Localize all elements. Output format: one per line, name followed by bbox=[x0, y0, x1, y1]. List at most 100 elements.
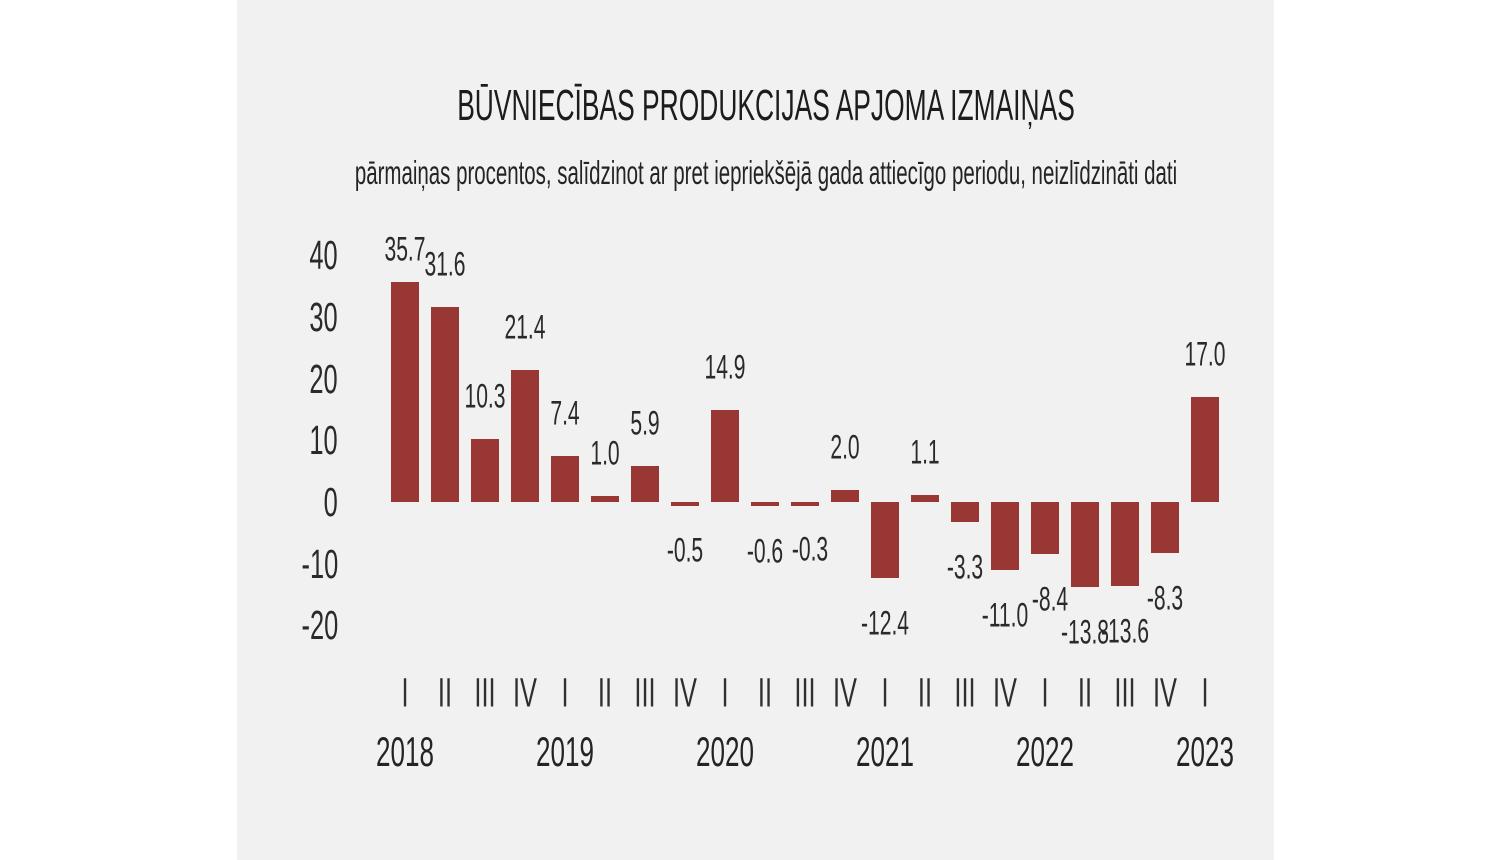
bar bbox=[1071, 502, 1099, 588]
x-axis-quarter-label: III bbox=[788, 670, 822, 717]
bar-value-label: 14.9 bbox=[692, 349, 758, 388]
y-axis-tick: -10 bbox=[258, 540, 338, 588]
chart-panel: BŪVNIECĪBAS PRODUKCIJAS APJOMA IZMAIŅAS … bbox=[237, 0, 1274, 860]
x-axis-quarter-label: I bbox=[879, 670, 890, 717]
bar-value-label: 5.9 bbox=[621, 404, 668, 443]
label-text: I bbox=[1041, 669, 1049, 716]
bar bbox=[671, 502, 699, 506]
label-text: 2021 bbox=[856, 728, 914, 775]
x-axis-quarter-label: III bbox=[468, 670, 502, 717]
x-axis-quarter-label: II bbox=[434, 670, 457, 717]
x-axis-quarter-label: III bbox=[628, 670, 662, 717]
label-text: II bbox=[437, 669, 453, 716]
bar bbox=[1111, 502, 1139, 586]
label-text: 5.9 bbox=[630, 404, 660, 443]
bar bbox=[1151, 502, 1179, 554]
label-text: 2018 bbox=[376, 728, 434, 775]
bar-value-label: -13.8 bbox=[1046, 614, 1124, 653]
label-text: -8.4 bbox=[1031, 580, 1069, 619]
label-text: IV bbox=[832, 669, 858, 716]
label-text: 1.0 bbox=[590, 434, 620, 473]
label-text: 40 bbox=[309, 232, 338, 279]
y-axis-tick: 40 bbox=[258, 231, 338, 279]
y-axis-tick: 10 bbox=[258, 416, 338, 464]
x-axis-quarter-label: III bbox=[948, 670, 982, 717]
x-axis-quarter-label: II bbox=[914, 670, 937, 717]
label-text: 10.3 bbox=[464, 377, 506, 416]
bar-value-label: 1.1 bbox=[901, 434, 948, 473]
x-axis-quarter-label: IV bbox=[986, 670, 1025, 717]
bar-value-label: 1.0 bbox=[581, 434, 628, 473]
label-text: 35.7 bbox=[384, 230, 426, 269]
label-text: III bbox=[634, 669, 656, 716]
bar bbox=[471, 438, 499, 502]
bar bbox=[751, 502, 779, 506]
label-text: -3.3 bbox=[946, 548, 984, 587]
x-axis-quarter-label: II bbox=[594, 670, 617, 717]
label-text: -20 bbox=[301, 602, 338, 649]
label-text: -13.6 bbox=[1100, 612, 1150, 651]
bar bbox=[511, 370, 539, 502]
label-text: 21.4 bbox=[504, 308, 546, 347]
y-axis-tick: 30 bbox=[258, 293, 338, 341]
x-axis-quarter-label: IV bbox=[506, 670, 545, 717]
bar-value-label: -8.3 bbox=[1136, 580, 1195, 619]
label-text: III bbox=[794, 669, 816, 716]
bar bbox=[1031, 502, 1059, 554]
bar-value-label: 21.4 bbox=[492, 309, 558, 348]
bar-value-label: -0.3 bbox=[781, 530, 840, 569]
label-text: I bbox=[881, 669, 889, 716]
y-axis-tick: 20 bbox=[258, 355, 338, 403]
x-axis-quarter-label: IV bbox=[826, 670, 865, 717]
x-axis-quarter-label: II bbox=[754, 670, 777, 717]
label-text: 20 bbox=[309, 355, 338, 402]
label-text: 2020 bbox=[696, 728, 754, 775]
x-axis-quarter-label: I bbox=[399, 670, 410, 717]
chart-subtitle: pārmaiņas procentos, salīdzinot ar pret … bbox=[103, 154, 1429, 192]
bar bbox=[911, 495, 939, 502]
bar-value-label: -0.6 bbox=[736, 532, 795, 571]
label-text: I bbox=[401, 669, 409, 716]
x-axis-year-label: 2020 bbox=[678, 728, 771, 776]
bar-value-label: 10.3 bbox=[452, 377, 518, 416]
label-text: II bbox=[1077, 669, 1093, 716]
bar-value-label: 7.4 bbox=[541, 395, 588, 434]
label-text: -11.0 bbox=[981, 596, 1029, 635]
x-axis-year-label: 2018 bbox=[358, 728, 451, 776]
x-axis-quarter-label: II bbox=[1074, 670, 1097, 717]
label-text: 30 bbox=[309, 294, 338, 341]
x-axis-quarter-label: I bbox=[559, 670, 570, 717]
x-axis-quarter-label: III bbox=[1108, 670, 1142, 717]
bar-value-label: 17.0 bbox=[1172, 336, 1238, 375]
label-text: -13.8 bbox=[1060, 613, 1110, 652]
label-text: II bbox=[757, 669, 773, 716]
label-text: III bbox=[1114, 669, 1136, 716]
label-text: -12.4 bbox=[860, 604, 910, 643]
label-text: 7.4 bbox=[550, 394, 580, 433]
bar bbox=[951, 502, 979, 523]
label-text: 17.0 bbox=[1184, 335, 1226, 374]
label-text: 14.9 bbox=[704, 348, 746, 387]
chart-subtitle-text: pārmaiņas procentos, salīdzinot ar pret … bbox=[354, 154, 1178, 191]
label-text: -0.6 bbox=[746, 532, 784, 571]
bar-value-label: -8.4 bbox=[1021, 580, 1080, 619]
label-text: IV bbox=[1152, 669, 1178, 716]
x-axis-year-label: 2023 bbox=[1158, 728, 1251, 776]
label-text: II bbox=[917, 669, 933, 716]
label-text: I bbox=[721, 669, 729, 716]
x-axis-quarter-label: IV bbox=[1146, 670, 1185, 717]
label-text: IV bbox=[672, 669, 698, 716]
label-text: 2.0 bbox=[830, 428, 860, 467]
bar bbox=[791, 502, 819, 506]
bar bbox=[871, 502, 899, 579]
label-text: IV bbox=[992, 669, 1018, 716]
label-text: -10 bbox=[301, 540, 338, 587]
bar-value-label: 31.6 bbox=[412, 246, 478, 285]
bar bbox=[991, 502, 1019, 570]
label-text: II bbox=[597, 669, 613, 716]
bar bbox=[591, 495, 619, 502]
y-axis-tick: 0 bbox=[258, 478, 338, 526]
label-text: I bbox=[1201, 669, 1209, 716]
label-text: I bbox=[561, 669, 569, 716]
